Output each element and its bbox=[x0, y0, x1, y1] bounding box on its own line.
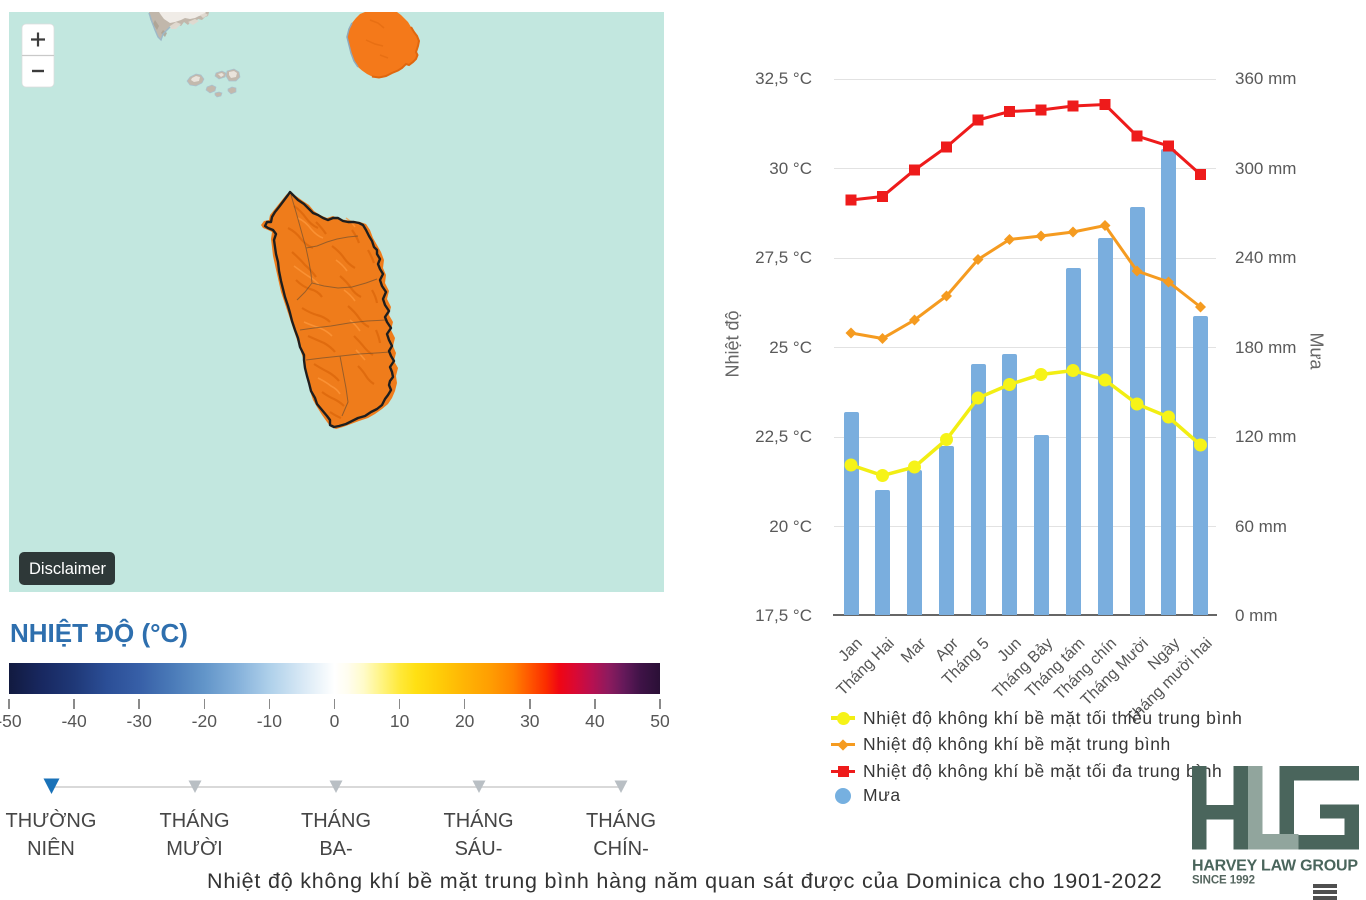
svg-text:Disclaimer: Disclaimer bbox=[29, 560, 107, 578]
svg-text:HARVEY LAW GROUP: HARVEY LAW GROUP bbox=[1192, 858, 1359, 875]
svg-text:SINCE 1992: SINCE 1992 bbox=[1192, 875, 1256, 887]
